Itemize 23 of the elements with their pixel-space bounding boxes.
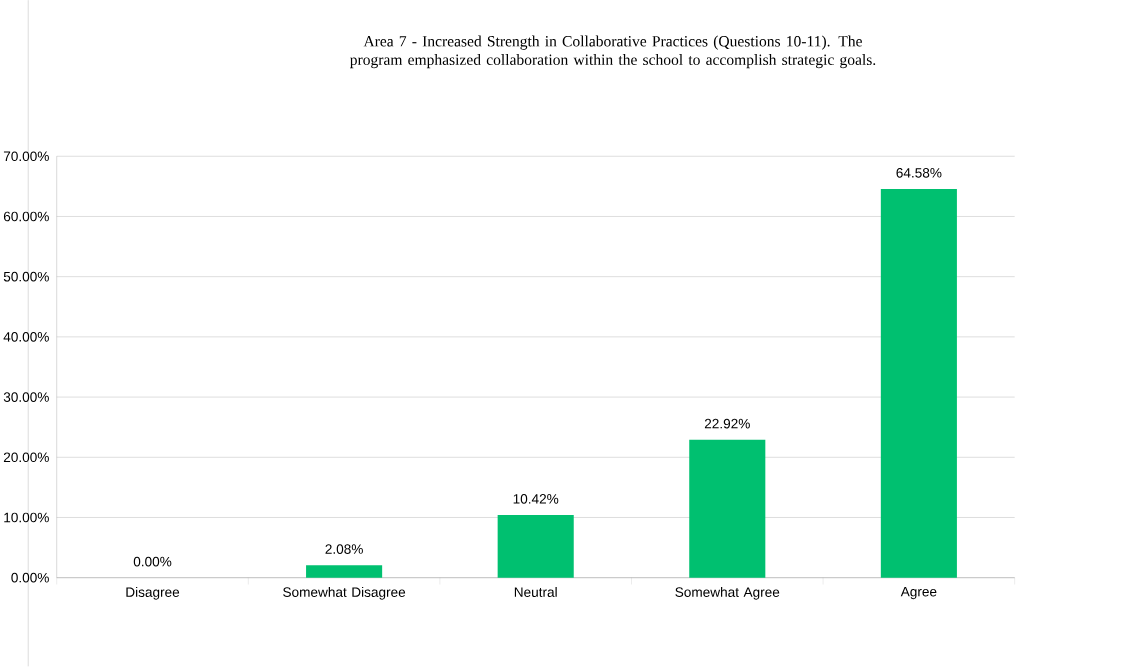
bar [497, 515, 574, 578]
y-tick-label: 60.00% [3, 211, 49, 222]
y-tick-label: 30.00% [3, 392, 49, 403]
x-tick-label: Disagree [126, 587, 180, 600]
y-tick-label: 0.00% [11, 573, 49, 583]
y-tick-label: 20.00% [3, 452, 49, 463]
data-label: 10.42% [513, 494, 559, 504]
x-tick-label: Somewhat Agree [675, 587, 780, 600]
data-label: 64.58% [896, 168, 942, 178]
data-label: 22.92% [704, 418, 750, 429]
data-label: 0.00% [133, 556, 172, 567]
y-tick-label: 70.00% [3, 151, 49, 162]
data-label: 2.08% [325, 544, 363, 555]
chart-title: Area 7 - Increased Strength in Collaborative Practices (Questions 10-11). The program emphasized collaboration within the school to accomplish strategic goals. [350, 35, 876, 69]
y-tick-label: 10.00% [4, 512, 49, 523]
bar [880, 189, 957, 578]
y-tick-label: 50.00% [3, 272, 49, 282]
bar [689, 439, 766, 578]
x-tick-label: Neutral [514, 587, 557, 598]
x-tick-label: Agree [900, 587, 937, 600]
y-tick-label: 40.00% [3, 332, 49, 342]
x-tick-label: Somewhat Disagree [283, 587, 406, 600]
bar [306, 565, 383, 578]
